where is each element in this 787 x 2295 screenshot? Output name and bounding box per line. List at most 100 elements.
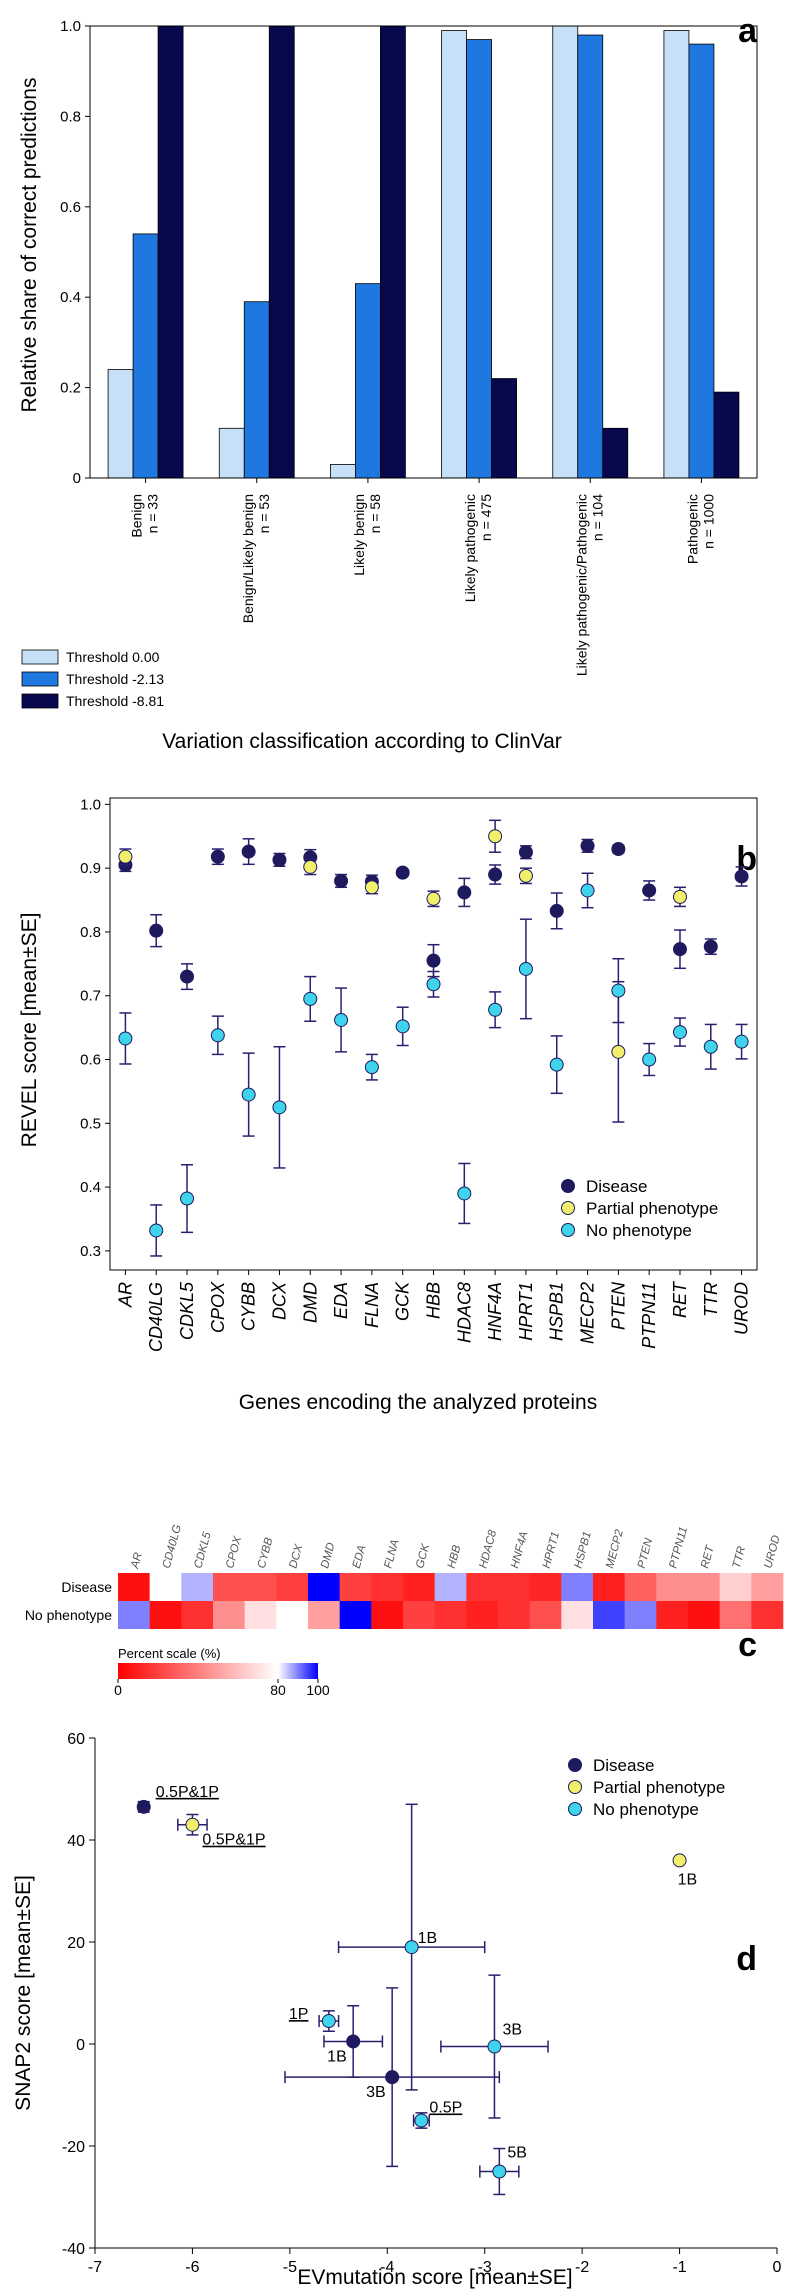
point-disease-GCK xyxy=(395,865,410,880)
gene-label-DMD: DMD xyxy=(300,1282,320,1323)
panel-d-xlabel: EVmutation score [mean±SE] xyxy=(297,2266,572,2289)
heatmap-cell-1-PTPN11 xyxy=(656,1573,689,1601)
point-no-phenotype-HBB xyxy=(426,977,441,992)
point-disease-DCX xyxy=(272,852,287,867)
y-tick-label: 0 xyxy=(73,470,81,487)
gene-label-HBB: HBB xyxy=(424,1282,444,1319)
scale-title: Percent scale (%) xyxy=(118,1646,221,1661)
category-label-2: Benign/Likely benign n = 53 xyxy=(240,494,272,623)
category-label-1: Benign n = 33 xyxy=(129,494,161,538)
heatmap-cell-1-HSPB1 xyxy=(561,1573,594,1601)
panel-c-heatmap: c AR CD40LG CDKL5 CPOX CYBB DCX DMD EDA FLNA GCK H… xyxy=(25,1523,784,1698)
heatmap-cell-1-PTEN xyxy=(624,1573,657,1601)
heatmap-gene-CYBB: CYBB xyxy=(256,1536,276,1570)
y-tick-label: 0.4 xyxy=(80,1179,101,1196)
gene-label-TTR: TTR xyxy=(701,1282,721,1317)
heatmap-cell-2-CDKL5 xyxy=(181,1601,214,1629)
heatmap-row-label-1: Disease xyxy=(61,1579,112,1595)
point-no-phenotype-CD40LG xyxy=(149,1223,164,1238)
point-no-phenotype-RET xyxy=(672,1025,687,1040)
y-tick-label: -20 xyxy=(62,2139,85,2156)
panel-a-bar-chart: a Relative share of correct predictions … xyxy=(18,12,758,753)
gene-label-FLNA: FLNA xyxy=(362,1282,382,1328)
gene-label-EDA: EDA xyxy=(331,1282,351,1319)
bar-3-6 xyxy=(713,391,740,479)
legend-label-3: No phenotype xyxy=(586,1221,692,1240)
point-label-1: 0.5P&1P xyxy=(156,1784,219,1801)
heatmap-cell-1-CD40LG xyxy=(149,1573,182,1601)
heatmap-gene-PTEN: PTEN xyxy=(636,1536,656,1569)
heatmap-cell-2-CD40LG xyxy=(149,1601,182,1629)
gene-label-HPRT1: HPRT1 xyxy=(516,1282,536,1341)
y-tick-label: 0.2 xyxy=(60,380,81,397)
heatmap-cell-1-CPOX xyxy=(213,1573,245,1601)
heatmap-gene-CPOX: CPOX xyxy=(224,1534,244,1570)
heatmap-cell-2-HNF4A xyxy=(498,1601,530,1629)
gene-label-PTEN: PTEN xyxy=(608,1281,628,1330)
y-tick-label: 0.7 xyxy=(80,988,101,1005)
heatmap-gene-HSPB1: HSPB1 xyxy=(572,1530,593,1570)
heatmap-cell-2-CPOX xyxy=(213,1601,245,1629)
category-n: n = 33 xyxy=(145,494,161,534)
scatter-point-3 xyxy=(672,1853,687,1868)
category-name: Likely pathogenic xyxy=(462,494,478,602)
heatmap-gene-CDKL5: CDKL5 xyxy=(192,1530,213,1569)
point-disease-CD40LG xyxy=(149,923,164,938)
scale-tick-label: 80 xyxy=(270,1682,286,1698)
heatmap-cell-2-PTEN xyxy=(624,1601,657,1629)
y-tick-label: 40 xyxy=(67,1833,85,1850)
category-label-3: Likely benign n = 58 xyxy=(351,494,383,576)
bar-2-4 xyxy=(466,39,492,479)
scatter-point-9 xyxy=(414,2113,429,2128)
heatmap-cell-1-RET xyxy=(688,1573,720,1601)
bar-1-6 xyxy=(663,30,690,479)
category-name: Benign xyxy=(129,494,145,538)
gene-label-GCK: GCK xyxy=(393,1281,413,1321)
point-no-phenotype-TTR xyxy=(703,1039,718,1054)
x-tick-label: -4 xyxy=(380,2259,394,2276)
x-tick-label: 0 xyxy=(773,2259,782,2276)
legend-label-2: Partial phenotype xyxy=(593,1778,725,1797)
heatmap-cell-1-HBB xyxy=(434,1573,467,1601)
x-tick-label: -7 xyxy=(88,2259,102,2276)
heatmap-cell-2-DCX xyxy=(276,1601,309,1629)
legend-marker-3 xyxy=(561,1223,575,1237)
point-disease-UROD xyxy=(734,869,749,884)
category-n: n = 104 xyxy=(589,494,605,541)
scatter-point-4 xyxy=(404,1940,419,1955)
heatmap-cell-1-HDAC8 xyxy=(466,1573,499,1601)
panel-d-ylabel: SNAP2 score [mean±SE] xyxy=(12,1875,35,2111)
point-label-7: 3B xyxy=(502,2022,522,2039)
legend-swatch-1 xyxy=(21,649,59,665)
point-no-phenotype-DMD xyxy=(303,991,318,1006)
heatmap-cell-1-EDA xyxy=(339,1573,372,1601)
scatter-point-6 xyxy=(346,2034,361,2049)
gene-label-CYBB: CYBB xyxy=(239,1282,259,1331)
gene-label-RET: RET xyxy=(670,1280,690,1318)
heatmap-cell-1-HNF4A xyxy=(498,1573,530,1601)
panel-b-ylabel: REVEL score [mean±SE] xyxy=(18,913,41,1148)
point-disease-HSPB1 xyxy=(549,903,564,918)
bar-3-3 xyxy=(380,25,406,479)
point-partial-phenotype-AR xyxy=(118,849,133,864)
category-label-4: Likely pathogenic n = 475 xyxy=(462,494,494,602)
point-partial-phenotype-RET xyxy=(672,889,687,904)
bar-3-1 xyxy=(157,25,184,479)
point-label-2: 0.5P&1P xyxy=(202,1832,265,1849)
bar-1-3 xyxy=(330,464,356,479)
point-no-phenotype-UROD xyxy=(734,1034,749,1049)
heatmap-cell-2-UROD xyxy=(751,1601,784,1629)
heatmap-cell-2-GCK xyxy=(403,1601,435,1629)
legend-swatch-2 xyxy=(21,671,59,687)
point-partial-phenotype-FLNA xyxy=(364,880,379,895)
heatmap-gene-AR: AR xyxy=(129,1551,145,1571)
point-partial-phenotype-PTEN xyxy=(611,1044,626,1059)
scatter-point-1 xyxy=(136,1799,151,1814)
gene-label-HDAC8: HDAC8 xyxy=(454,1282,474,1343)
point-label-3: 1B xyxy=(678,1871,698,1888)
panel-d-scatter: d SNAP2 score [mean±SE] EVmutation score… xyxy=(12,1731,782,2289)
y-tick-label: 60 xyxy=(67,1731,85,1748)
panel-a-ylabel: Relative share of correct predictions xyxy=(18,78,41,413)
panel-c-label: c xyxy=(738,1626,757,1664)
